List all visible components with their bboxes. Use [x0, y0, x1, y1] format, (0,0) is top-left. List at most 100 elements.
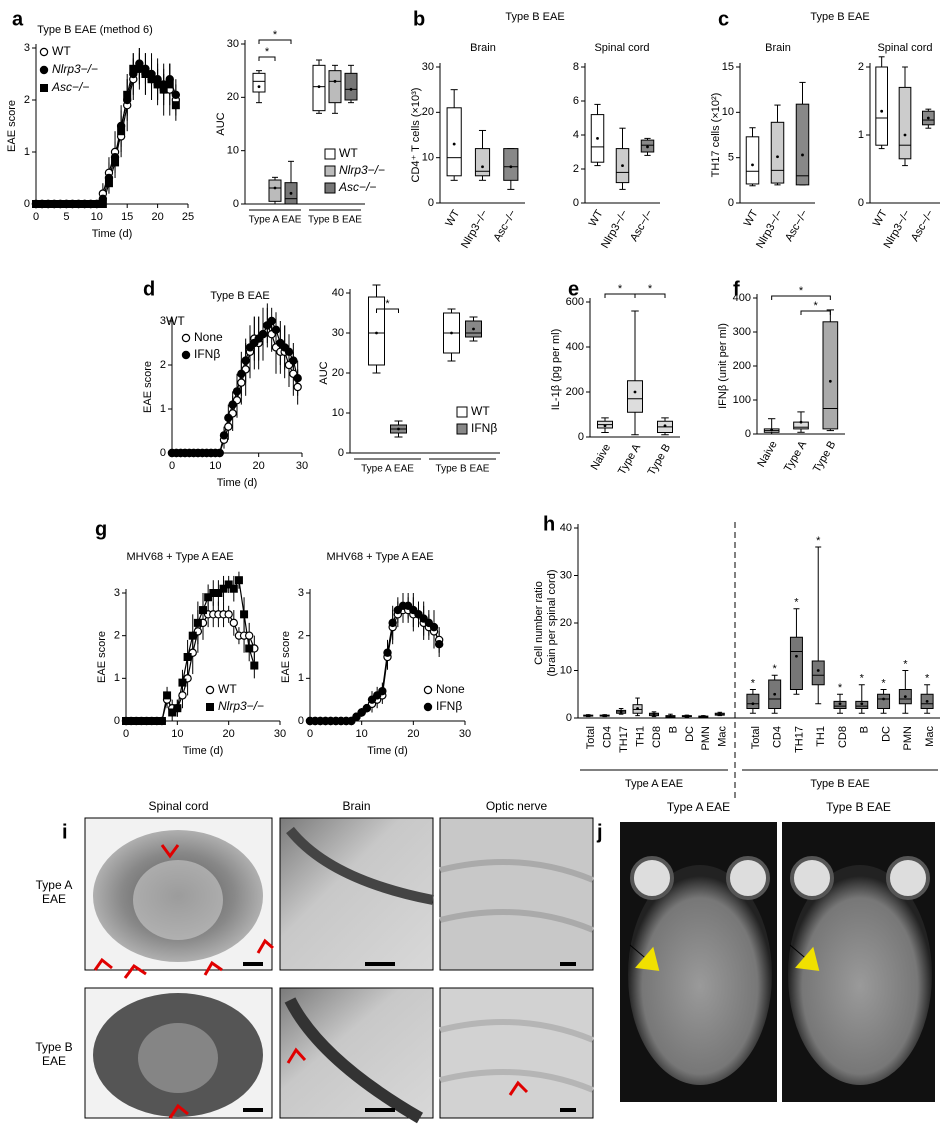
- y-tick-label: 100: [733, 394, 751, 406]
- chart-subtitle: Brain: [470, 42, 496, 54]
- y-tick-label: 8: [573, 61, 579, 73]
- point: [244, 631, 254, 640]
- y-tick-label: 0: [566, 712, 572, 724]
- x-tick-label: 30: [274, 728, 286, 740]
- point: [224, 422, 233, 431]
- x-tick-label: Type B EAE: [436, 464, 490, 475]
- chart-subtitle: Spinal cord: [877, 42, 932, 54]
- x-tick-label: TH17: [618, 726, 630, 753]
- legend-swatch: [456, 423, 468, 435]
- y-tick-label: 40: [560, 522, 572, 534]
- box: [822, 321, 839, 430]
- box: [446, 107, 462, 177]
- x-tick-label: Total: [750, 726, 762, 749]
- y-tick-label: 2: [160, 359, 166, 371]
- point: [237, 369, 246, 378]
- x-tick-label: 10: [209, 460, 221, 472]
- point: [135, 64, 144, 73]
- box: [474, 148, 491, 177]
- mean: [603, 424, 607, 428]
- legend-label: WT: [471, 404, 490, 418]
- point: [388, 618, 397, 628]
- box: [789, 636, 803, 690]
- x-tick-label: 0: [307, 728, 313, 740]
- y-tick-label: 5: [728, 152, 734, 164]
- x-axis-label: Time (d): [217, 477, 258, 489]
- x-tick-label: 30: [459, 728, 471, 740]
- y-tick-label: 20: [422, 106, 434, 118]
- y-tick-label: 200: [733, 360, 751, 372]
- y-tick-label: 3: [24, 42, 30, 54]
- point: [204, 593, 213, 602]
- column-label: Brain: [342, 799, 371, 813]
- column-label: Type B EAE: [826, 800, 891, 814]
- y-tick-label: 10: [722, 106, 734, 118]
- x-tick-label: Type A EAE: [249, 215, 302, 226]
- y-axis-label: AUC: [215, 112, 227, 135]
- box: [344, 72, 358, 101]
- legend-label: Nlrp3−/−: [218, 699, 264, 713]
- point: [219, 431, 229, 440]
- x-tick-label: PMN: [700, 726, 712, 751]
- point: [199, 606, 207, 615]
- y-tick-label: 0: [338, 447, 344, 459]
- y-tick-label: 2: [24, 94, 30, 106]
- y-tick-label: 0: [573, 197, 579, 209]
- y-axis-label: Cell number ratio: [533, 581, 545, 665]
- y-axis-label: (brain per spinal cord): [546, 570, 558, 677]
- point: [429, 622, 439, 632]
- y-axis-label: EAE score: [280, 631, 292, 683]
- x-tick-label: Asc−/−: [909, 208, 937, 244]
- point: [362, 704, 372, 713]
- y-tick-label: 1: [160, 403, 166, 415]
- mean: [838, 702, 842, 706]
- y-tick-label: 4: [573, 129, 579, 141]
- y-tick-label: 30: [332, 327, 344, 339]
- mean: [663, 424, 667, 428]
- point: [215, 448, 224, 458]
- x-axis-label: Time (d): [367, 745, 408, 757]
- legend-swatch: [324, 182, 336, 194]
- column-label: Optic nerve: [485, 799, 548, 813]
- panel-letter: e: [568, 278, 579, 300]
- x-tick-label: TH17: [793, 726, 805, 753]
- panel-letter: i: [62, 821, 68, 843]
- legend-marker: [181, 333, 191, 343]
- mean: [770, 428, 774, 432]
- x-tick-label: Asc−/−: [628, 208, 656, 244]
- x-tick-label: Naive: [589, 442, 613, 472]
- point: [98, 200, 107, 208]
- box: [877, 693, 891, 709]
- box: [268, 179, 282, 202]
- y-tick-label: 6: [573, 95, 579, 107]
- x-tick-label: TH1: [815, 726, 827, 747]
- point: [434, 640, 444, 649]
- legend-swatch: [324, 148, 336, 160]
- significance-star: *: [838, 682, 843, 694]
- y-tick-label: 0: [233, 198, 239, 210]
- row-label: Type B EAE: [35, 1040, 73, 1068]
- y-tick-label: 30: [227, 38, 239, 50]
- column-label: Spinal cord: [148, 799, 209, 813]
- x-tick-label: Mac: [924, 726, 936, 747]
- x-tick-label: 0: [33, 211, 39, 223]
- y-tick-label: 10: [332, 407, 344, 419]
- significance-bracket: [634, 293, 666, 298]
- legend-swatch: [456, 406, 468, 418]
- column-label: Type A EAE: [666, 800, 731, 814]
- y-tick-label: 40: [332, 287, 344, 299]
- point: [171, 101, 180, 110]
- x-tick-label: Asc−/−: [491, 208, 519, 244]
- x-tick-label: DC: [880, 726, 892, 742]
- x-tick-label: Naive: [755, 439, 779, 469]
- point: [163, 691, 172, 700]
- box: [746, 693, 760, 709]
- y-tick-label: 0: [858, 197, 864, 209]
- significance-star: *: [881, 677, 886, 689]
- y-tick-label: 400: [566, 341, 584, 353]
- mean: [349, 87, 353, 91]
- legend-marker: [181, 350, 191, 360]
- legend-label: IFNβ: [194, 347, 220, 361]
- y-tick-label: 0: [578, 431, 584, 443]
